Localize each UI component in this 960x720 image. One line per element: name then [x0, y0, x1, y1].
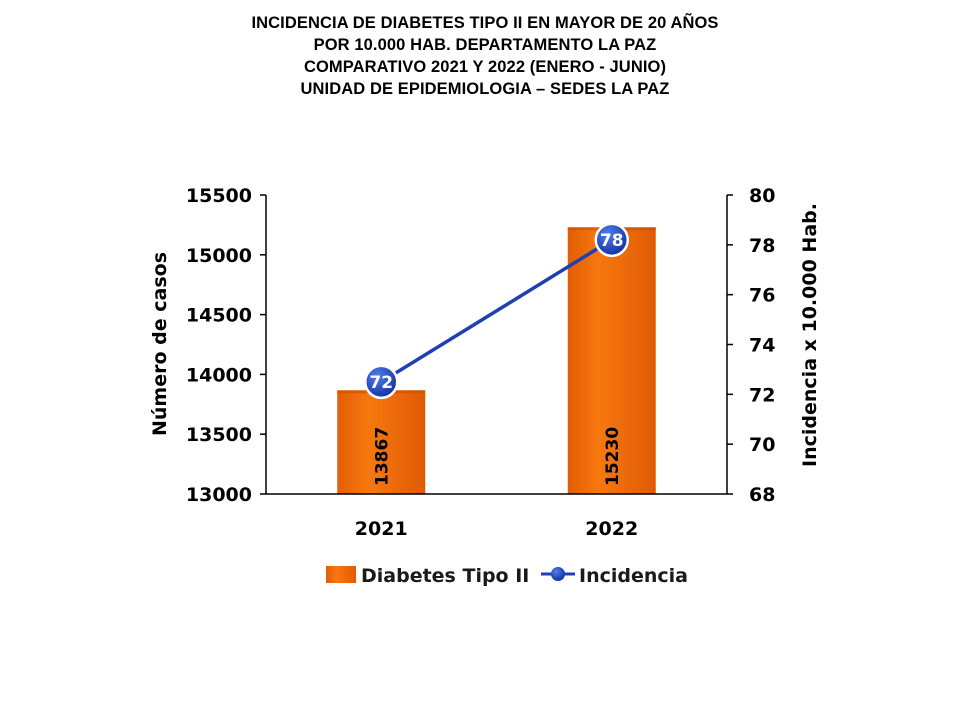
title-line-2: POR 10.000 HAB. DEPARTAMENTO LA PAZ: [313, 36, 657, 54]
y-tick-label-right-72: 72: [749, 384, 775, 406]
y-axis-title-right: Incidencia x 10.000 Hab.: [799, 203, 821, 467]
incidencia-point-2021: [364, 364, 399, 400]
y-tick-label-right-74: 74: [749, 335, 775, 357]
incidencia-point-label-2021: 72: [369, 373, 393, 393]
incidencia-point-2022: [594, 222, 629, 258]
y-tick-label-left-13000: 13000: [186, 484, 252, 506]
bars-group: 13867 15230: [337, 227, 656, 495]
y-tick-label-right-76: 76: [749, 285, 775, 307]
y-tick-label-right-68: 68: [749, 484, 775, 506]
y-tick-label-right-70: 70: [749, 434, 775, 456]
y-tick-label-left-15500: 15500: [186, 185, 252, 207]
title-line-3: COMPARATIVO 2021 Y 2022 (ENERO - JUNIO): [303, 58, 667, 76]
y-tick-label-left-15000: 15000: [186, 245, 252, 267]
bar-2021: [337, 390, 426, 494]
bar-2022: [567, 227, 656, 495]
x-tick-label-2022: 2022: [585, 518, 638, 540]
y-tick-label-right-80: 80: [749, 185, 775, 207]
legend-marker-swatch: [551, 567, 565, 581]
title-line-1: INCIDENCIA DE DIABETES TIPO II EN MAYOR …: [251, 14, 719, 32]
y-tick-label-right-78: 78: [749, 235, 775, 257]
chart-title: INCIDENCIA DE DIABETES TIPO II EN MAYOR …: [0, 12, 960, 100]
legend: Diabetes Tipo II Incidencia: [326, 565, 688, 587]
incidencia-point-label-2022: 78: [600, 231, 624, 251]
y-tick-label-left-14000: 14000: [186, 364, 252, 386]
bar-value-label-2021: 13867: [372, 427, 392, 486]
bar-value-label-2022: 15230: [603, 427, 623, 486]
legend-label-line: Incidencia: [579, 565, 688, 587]
incidencia-line: [380, 238, 613, 384]
legend-swatch-bars: [326, 566, 356, 583]
legend-label-bars: Diabetes Tipo II: [361, 565, 529, 587]
y-tick-label-left-14500: 14500: [186, 305, 252, 327]
y-tick-label-left-13500: 13500: [186, 424, 252, 446]
title-line-4: UNIDAD DE EPIDEMIOLOGIA – SEDES LA PAZ: [300, 80, 670, 98]
y-axis-title-left: Número de casos: [149, 252, 171, 436]
x-tick-label-2021: 2021: [355, 518, 408, 540]
line-series-group: 72 78: [364, 222, 629, 400]
axes-group: 13000 13500 14000 14500 15000 15500 68 70 72 74 76…: [186, 185, 776, 540]
